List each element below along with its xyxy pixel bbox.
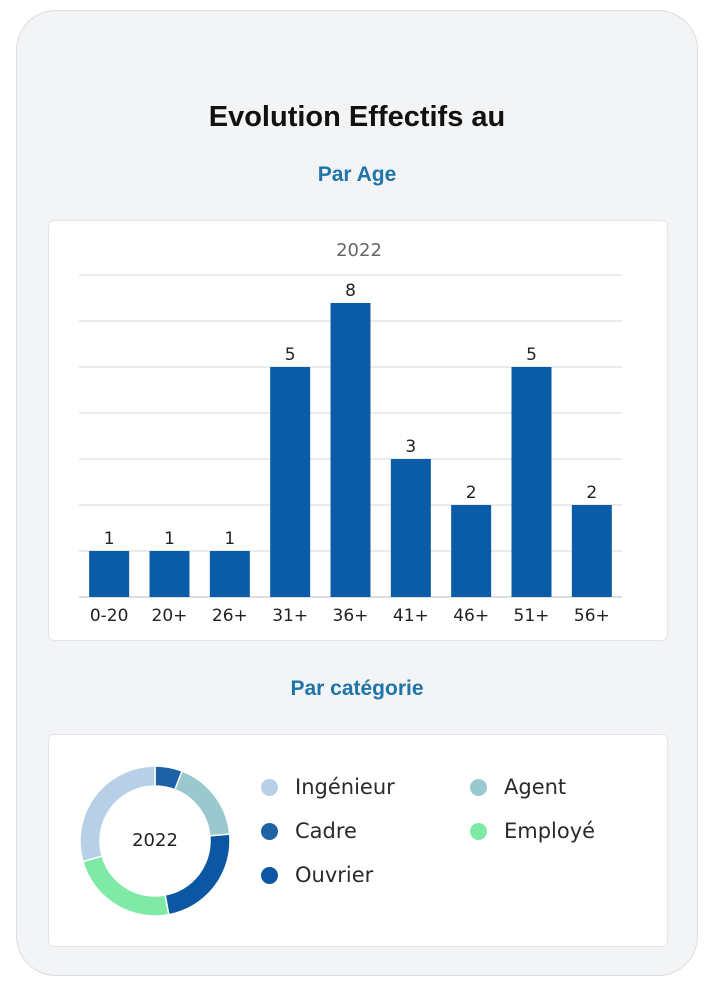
- bar-0-20: [89, 551, 130, 597]
- dashboard-card: Evolution Effectifs au Par Age 2022 1 0-2…: [16, 10, 698, 976]
- category-donut-chart: 2022: [79, 765, 231, 917]
- legend-label: Agent: [504, 775, 567, 799]
- x-tick-label: 51+: [514, 606, 550, 626]
- bar-41+: [390, 459, 431, 597]
- x-tick-label: 31+: [272, 606, 308, 626]
- legend-swatch: [470, 778, 487, 796]
- bar-data-label: 2: [586, 483, 597, 503]
- x-tick-label: 0-20: [90, 606, 129, 626]
- donut-slice-Ingénieur: [79, 765, 156, 863]
- donut-center-label: 2022: [132, 830, 178, 851]
- bar-data-label: 5: [285, 345, 296, 365]
- bar-46+: [451, 505, 492, 597]
- bar-data-label: 8: [345, 281, 356, 301]
- legend-item: Cadre: [261, 819, 357, 843]
- legend-label: Ingénieur: [295, 775, 395, 799]
- age-bar-chart: 2022 1 0-20 1 20+ 1 26+ 5 31+ 8 36+ 3 41+ 2 46+ 5 51+ 2 5…: [79, 240, 622, 626]
- legend-label: Employé: [504, 819, 596, 843]
- legend-item: Ingénieur: [261, 775, 395, 799]
- bar-data-label: 1: [164, 529, 175, 549]
- category-donut-panel: 2022 Ingénieur Agent Cadre Employé Ouvrier: [48, 734, 668, 947]
- bar-data-label: 5: [526, 345, 537, 365]
- chart-title: 2022: [336, 240, 382, 261]
- bar-56+: [571, 505, 612, 597]
- bar-26+: [209, 551, 250, 597]
- bar-20+: [149, 551, 190, 597]
- bar-data-label: 1: [104, 529, 115, 549]
- x-tick-label: 46+: [453, 606, 489, 626]
- x-tick-label: 26+: [212, 606, 248, 626]
- legend-swatch: [261, 822, 278, 840]
- bar-data-label: 1: [224, 529, 235, 549]
- page-title: Evolution Effectifs au: [208, 101, 506, 133]
- bar-36+: [330, 303, 371, 597]
- legend-item: Ouvrier: [261, 863, 373, 887]
- legend-label: Cadre: [295, 819, 357, 843]
- donut-svg: [79, 765, 231, 917]
- x-tick-label: 20+: [152, 606, 188, 626]
- section-title-category: Par catégorie: [290, 677, 424, 700]
- legend-swatch: [470, 822, 487, 840]
- x-tick-label: 36+: [333, 606, 369, 626]
- age-bar-chart-panel: 2022 1 0-20 1 20+ 1 26+ 5 31+ 8 36+ 3 41+ 2 46+ 5 51+ 2 5…: [48, 220, 668, 641]
- x-tick-label: 56+: [574, 606, 610, 626]
- legend-label: Ouvrier: [295, 863, 374, 887]
- legend-item: Employé: [470, 819, 595, 843]
- legend-swatch: [261, 778, 278, 796]
- x-tick-label: 41+: [393, 606, 429, 626]
- bar-51+: [511, 367, 552, 597]
- bar-data-label: 3: [405, 437, 416, 457]
- section-title-age: Par Age: [317, 163, 397, 186]
- bar-31+: [270, 367, 311, 597]
- legend-item: Agent: [470, 775, 566, 799]
- bar-data-label: 2: [466, 483, 477, 503]
- legend-swatch: [261, 866, 278, 884]
